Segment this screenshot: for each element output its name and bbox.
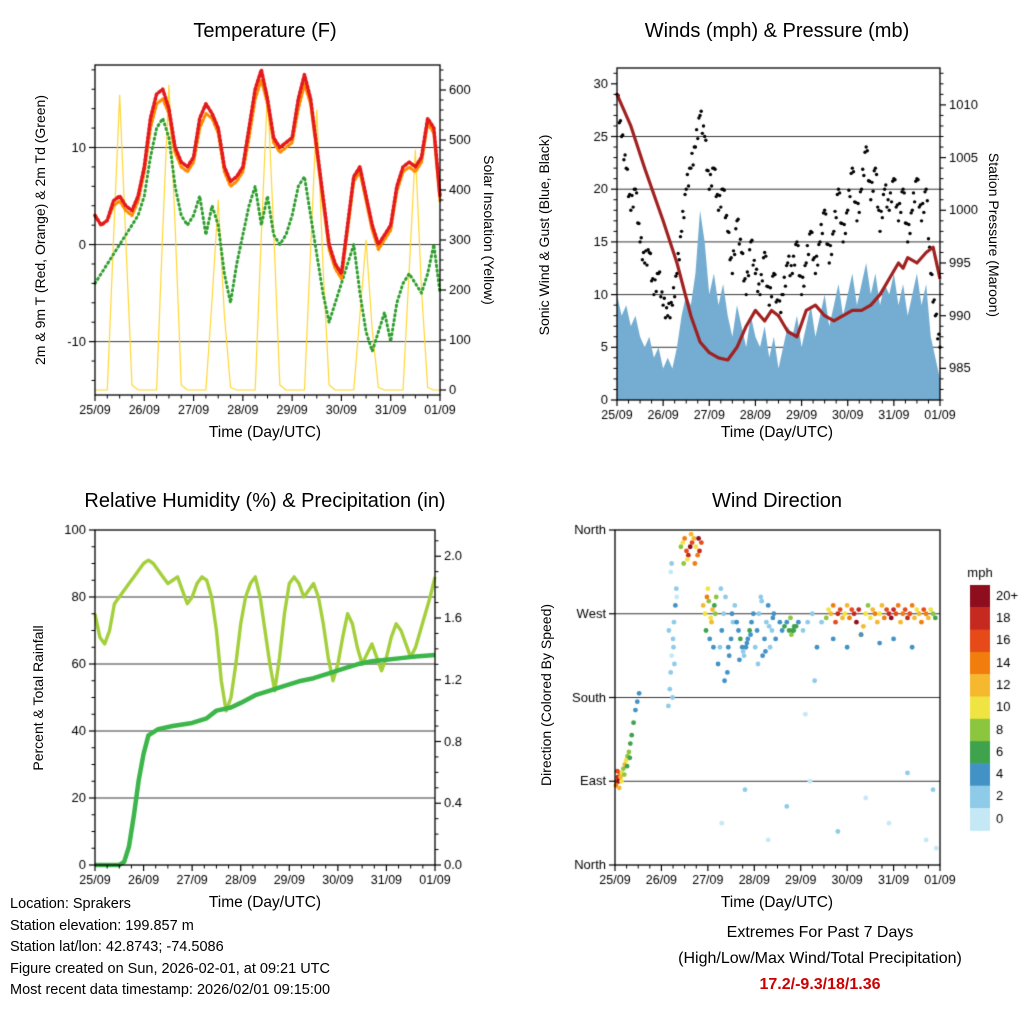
station-info: Location: Sprakers Station elevation: 19… (10, 894, 330, 1002)
station-info-line: Most recent data timestamp: 2026/02/01 0… (10, 982, 331, 998)
winds-pressure-panel: Winds (mph) & Pressure (mb) Sonic Wind &… (512, 0, 1024, 470)
wind-direction-x-axis-label: Time (Day/UTC) (720, 894, 834, 911)
station-info-line: Station elevation: 199.857 m (10, 917, 194, 934)
extremes-section: Extremes For Past 7 Days (High/Low/Max W… (620, 920, 1020, 998)
winds-pressure-chart-canvas (512, 0, 1024, 470)
winds-pressure-x-axis-label: Time (Day/UTC) (720, 424, 834, 441)
temperature-chart-canvas (0, 0, 512, 470)
extremes-subtitle: (High/Low/Max Wind/Total Precipitation) (678, 950, 962, 967)
temperature-panel: Temperature (F) 2m & 9m T (Red, Orange) … (0, 0, 512, 470)
humidity-precip-x-axis-label: Time (Day/UTC) (208, 894, 322, 911)
wind-direction-panel: Wind Direction Direction (Colored By Spe… (512, 470, 1024, 940)
station-info-line: Location: Sprakers (10, 896, 131, 912)
station-info-line: Figure created on Sun, 2026-02-01, at 09… (10, 960, 330, 977)
wind-direction-chart-canvas (512, 470, 1024, 940)
extremes-title: Extremes For Past 7 Days (726, 924, 914, 941)
humidity-precip-chart-canvas (0, 470, 512, 940)
humidity-precip-panel: Relative Humidity (%) & Precipitation (i… (0, 470, 512, 940)
station-info-line: Station lat/lon: 42.8743; -74.5086 (10, 939, 224, 955)
temperature-x-axis-label: Time (Day/UTC) (208, 424, 322, 441)
extremes-values: 17.2/-9.3/18/1.36 (759, 976, 881, 993)
